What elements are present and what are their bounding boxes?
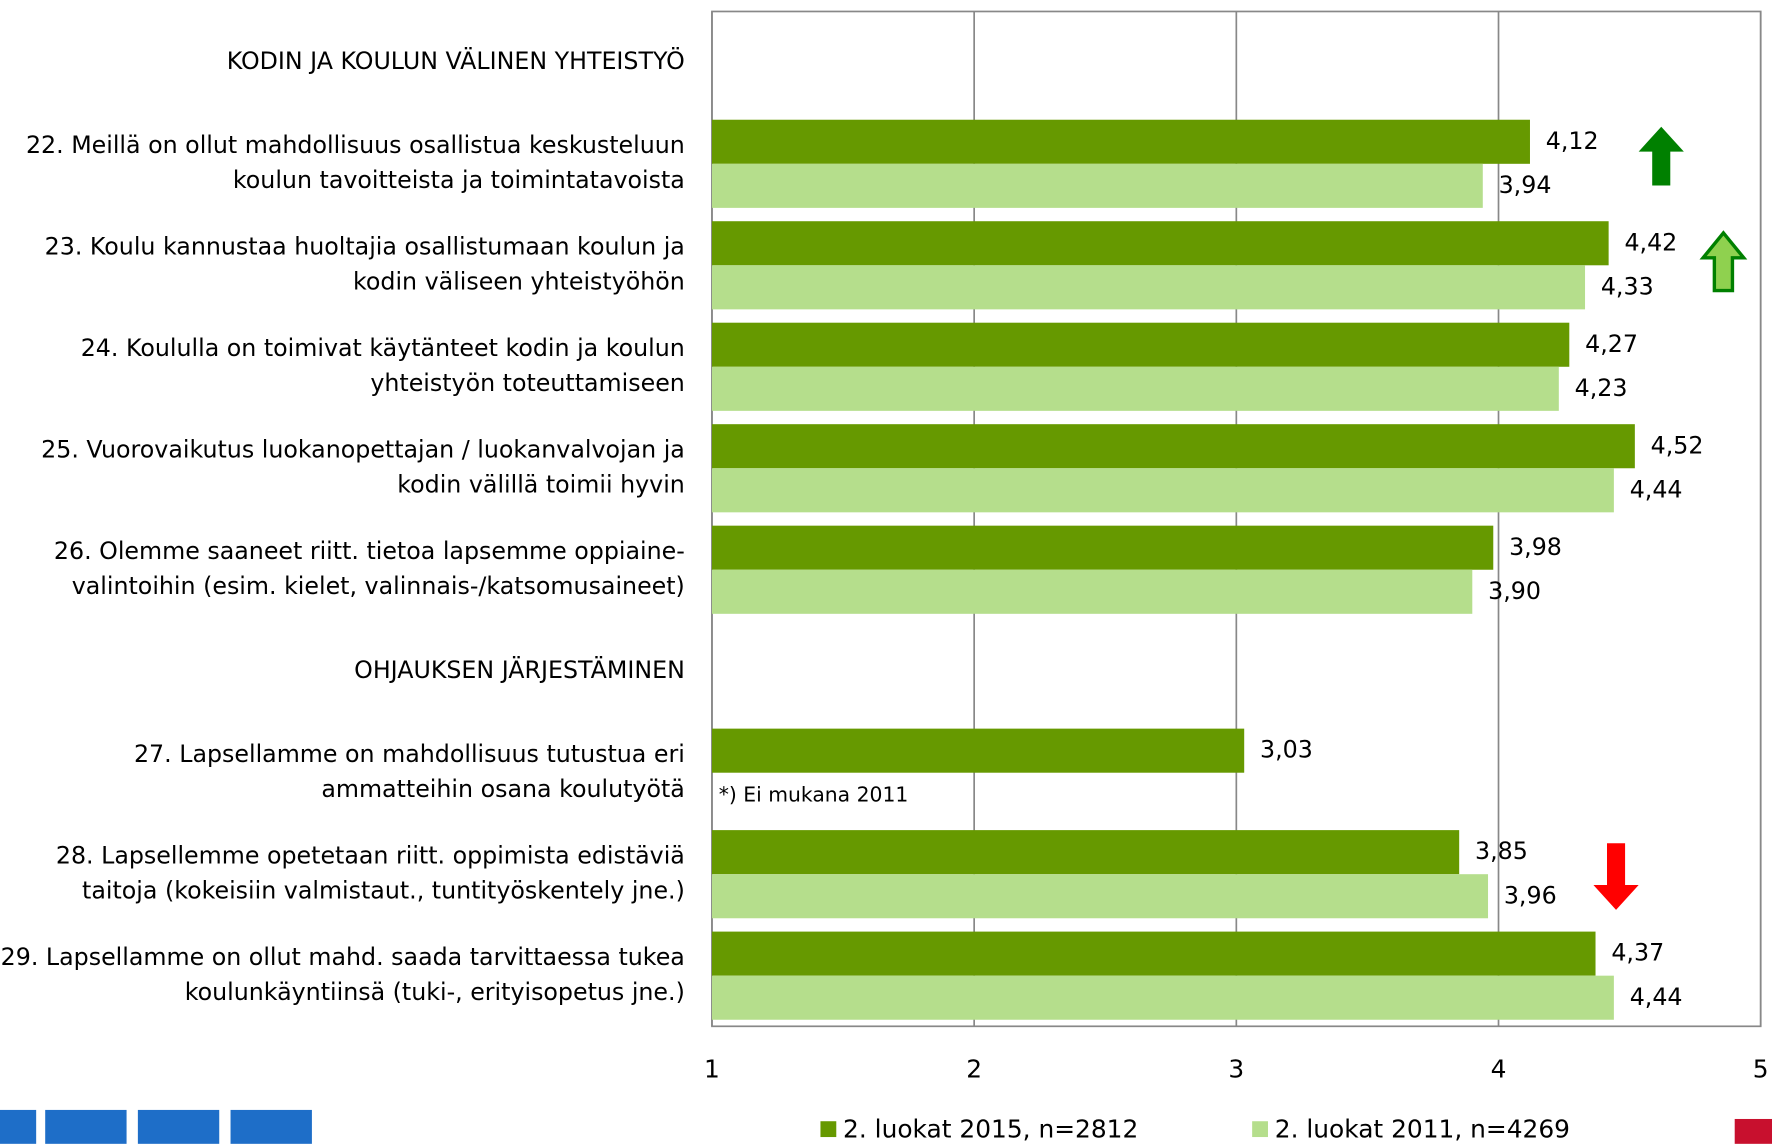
- category-line: kodin väliseen yhteistyöhön: [353, 267, 685, 295]
- x-tick-label: 2: [966, 1054, 982, 1083]
- category-line: 23. Koulu kannustaa huoltajia osallistum…: [45, 232, 685, 260]
- logo: [1734, 1118, 1772, 1144]
- x-tick-label: 3: [1228, 1054, 1244, 1083]
- value-label: 4,23: [1575, 374, 1628, 402]
- category-label: OHJAUKSEN JÄRJESTÄMINEN: [354, 656, 685, 684]
- category-line: taitoja (kokeisiin valmistaut., tuntityö…: [82, 876, 685, 904]
- category-label: 23. Koulu kannustaa huoltajia osallistum…: [45, 232, 685, 295]
- value-label: 4,44: [1630, 983, 1683, 1011]
- value-label: 3,03: [1260, 736, 1313, 764]
- value-label: 4,42: [1624, 228, 1677, 256]
- down-arrow: [1593, 843, 1639, 910]
- bar: [711, 975, 1614, 1020]
- category-label: 27. Lapsellamme on mahdollisuus tutustua…: [134, 740, 685, 803]
- category-line: kodin välillä toimii hyvin: [397, 470, 685, 498]
- value-label: 4,44: [1630, 475, 1683, 503]
- category-line: yhteistyön toteuttamiseen: [370, 369, 684, 397]
- category-line: 22. Meillä on ollut mahdollisuus osallis…: [26, 131, 685, 159]
- bar: [711, 366, 1559, 411]
- bar: [711, 163, 1483, 208]
- category-line: koulun tavoitteista ja toimintatavoista: [233, 166, 685, 194]
- bar: [711, 569, 1473, 614]
- value-label: 3,98: [1509, 533, 1562, 561]
- category-label: KODIN JA KOULUN VÄLINEN YHTEISTYÖ: [227, 47, 685, 75]
- value-label: 3,90: [1488, 577, 1541, 605]
- bar: [711, 265, 1586, 310]
- bar: [711, 221, 1609, 266]
- category-line: ammatteihin osana koulutyötä: [321, 775, 685, 803]
- logo: [230, 1109, 312, 1144]
- value-label: 3,94: [1499, 171, 1552, 199]
- category-line: 24. Koululla on toimivat käytänteet kodi…: [81, 334, 685, 362]
- value-label: 4,27: [1585, 330, 1638, 358]
- bar: [711, 525, 1494, 570]
- annotation: *) Ei mukana 2011: [719, 783, 909, 807]
- category-line: KODIN JA KOULUN VÄLINEN YHTEISTYÖ: [227, 47, 685, 75]
- bar: [711, 322, 1570, 367]
- category-line: 26. Olemme saaneet riitt. tietoa lapsemm…: [54, 537, 685, 565]
- legend-label: 2. luokat 2015, n=2812: [843, 1114, 1138, 1143]
- bar: [711, 119, 1530, 164]
- category-label: 25. Vuorovaikutus luokanopettajan / luok…: [41, 435, 685, 498]
- logo: [45, 1109, 127, 1144]
- legend-swatch: [820, 1121, 837, 1138]
- value-label: 4,33: [1601, 272, 1654, 300]
- category-line: OHJAUKSEN JÄRJESTÄMINEN: [354, 656, 685, 684]
- value-label: 3,85: [1475, 837, 1528, 865]
- category-line: 29. Lapsellamme on ollut mahd. saada tar…: [1, 943, 685, 971]
- category-line: 25. Vuorovaikutus luokanopettajan / luok…: [41, 435, 685, 463]
- bar: [711, 424, 1635, 469]
- logo: [137, 1109, 220, 1144]
- category-line: 28. Lapsellemme opetetaan riitt. oppimis…: [56, 841, 685, 869]
- category-label: 29. Lapsellamme on ollut mahd. saada tar…: [1, 943, 685, 1006]
- bar: [711, 874, 1489, 919]
- x-tick-label: 1: [704, 1054, 720, 1083]
- value-label: 4,52: [1651, 431, 1704, 459]
- category-label: 26. Olemme saaneet riitt. tietoa lapsemm…: [54, 537, 685, 600]
- category-label: 22. Meillä on ollut mahdollisuus osallis…: [26, 131, 685, 194]
- category-label: 24. Koululla on toimivat käytänteet kodi…: [81, 334, 685, 397]
- x-tick-label: 4: [1491, 1054, 1507, 1083]
- value-label: 3,96: [1504, 881, 1557, 909]
- legend-label: 2. luokat 2011, n=4269: [1275, 1114, 1570, 1143]
- bar: [711, 931, 1596, 976]
- value-label: 4,37: [1611, 939, 1664, 967]
- legend-swatch: [1252, 1121, 1268, 1138]
- bar: [711, 468, 1614, 513]
- x-tick-label: 5: [1753, 1054, 1769, 1083]
- bar: [711, 728, 1245, 773]
- category-line: 27. Lapsellamme on mahdollisuus tutustua…: [134, 740, 685, 768]
- value-label: 4,12: [1546, 127, 1599, 155]
- category-line: valintoihin (esim. kielet, valinnais-/ka…: [72, 572, 685, 600]
- up-arrow-outline: [1699, 230, 1748, 293]
- up-arrow: [1638, 126, 1684, 186]
- bar: [711, 830, 1460, 875]
- category-label: 28. Lapsellemme opetetaan riitt. oppimis…: [56, 841, 685, 904]
- logo: [0, 1109, 37, 1144]
- category-line: koulunkäyntiinsä (tuki-, erityisopetus j…: [185, 978, 685, 1006]
